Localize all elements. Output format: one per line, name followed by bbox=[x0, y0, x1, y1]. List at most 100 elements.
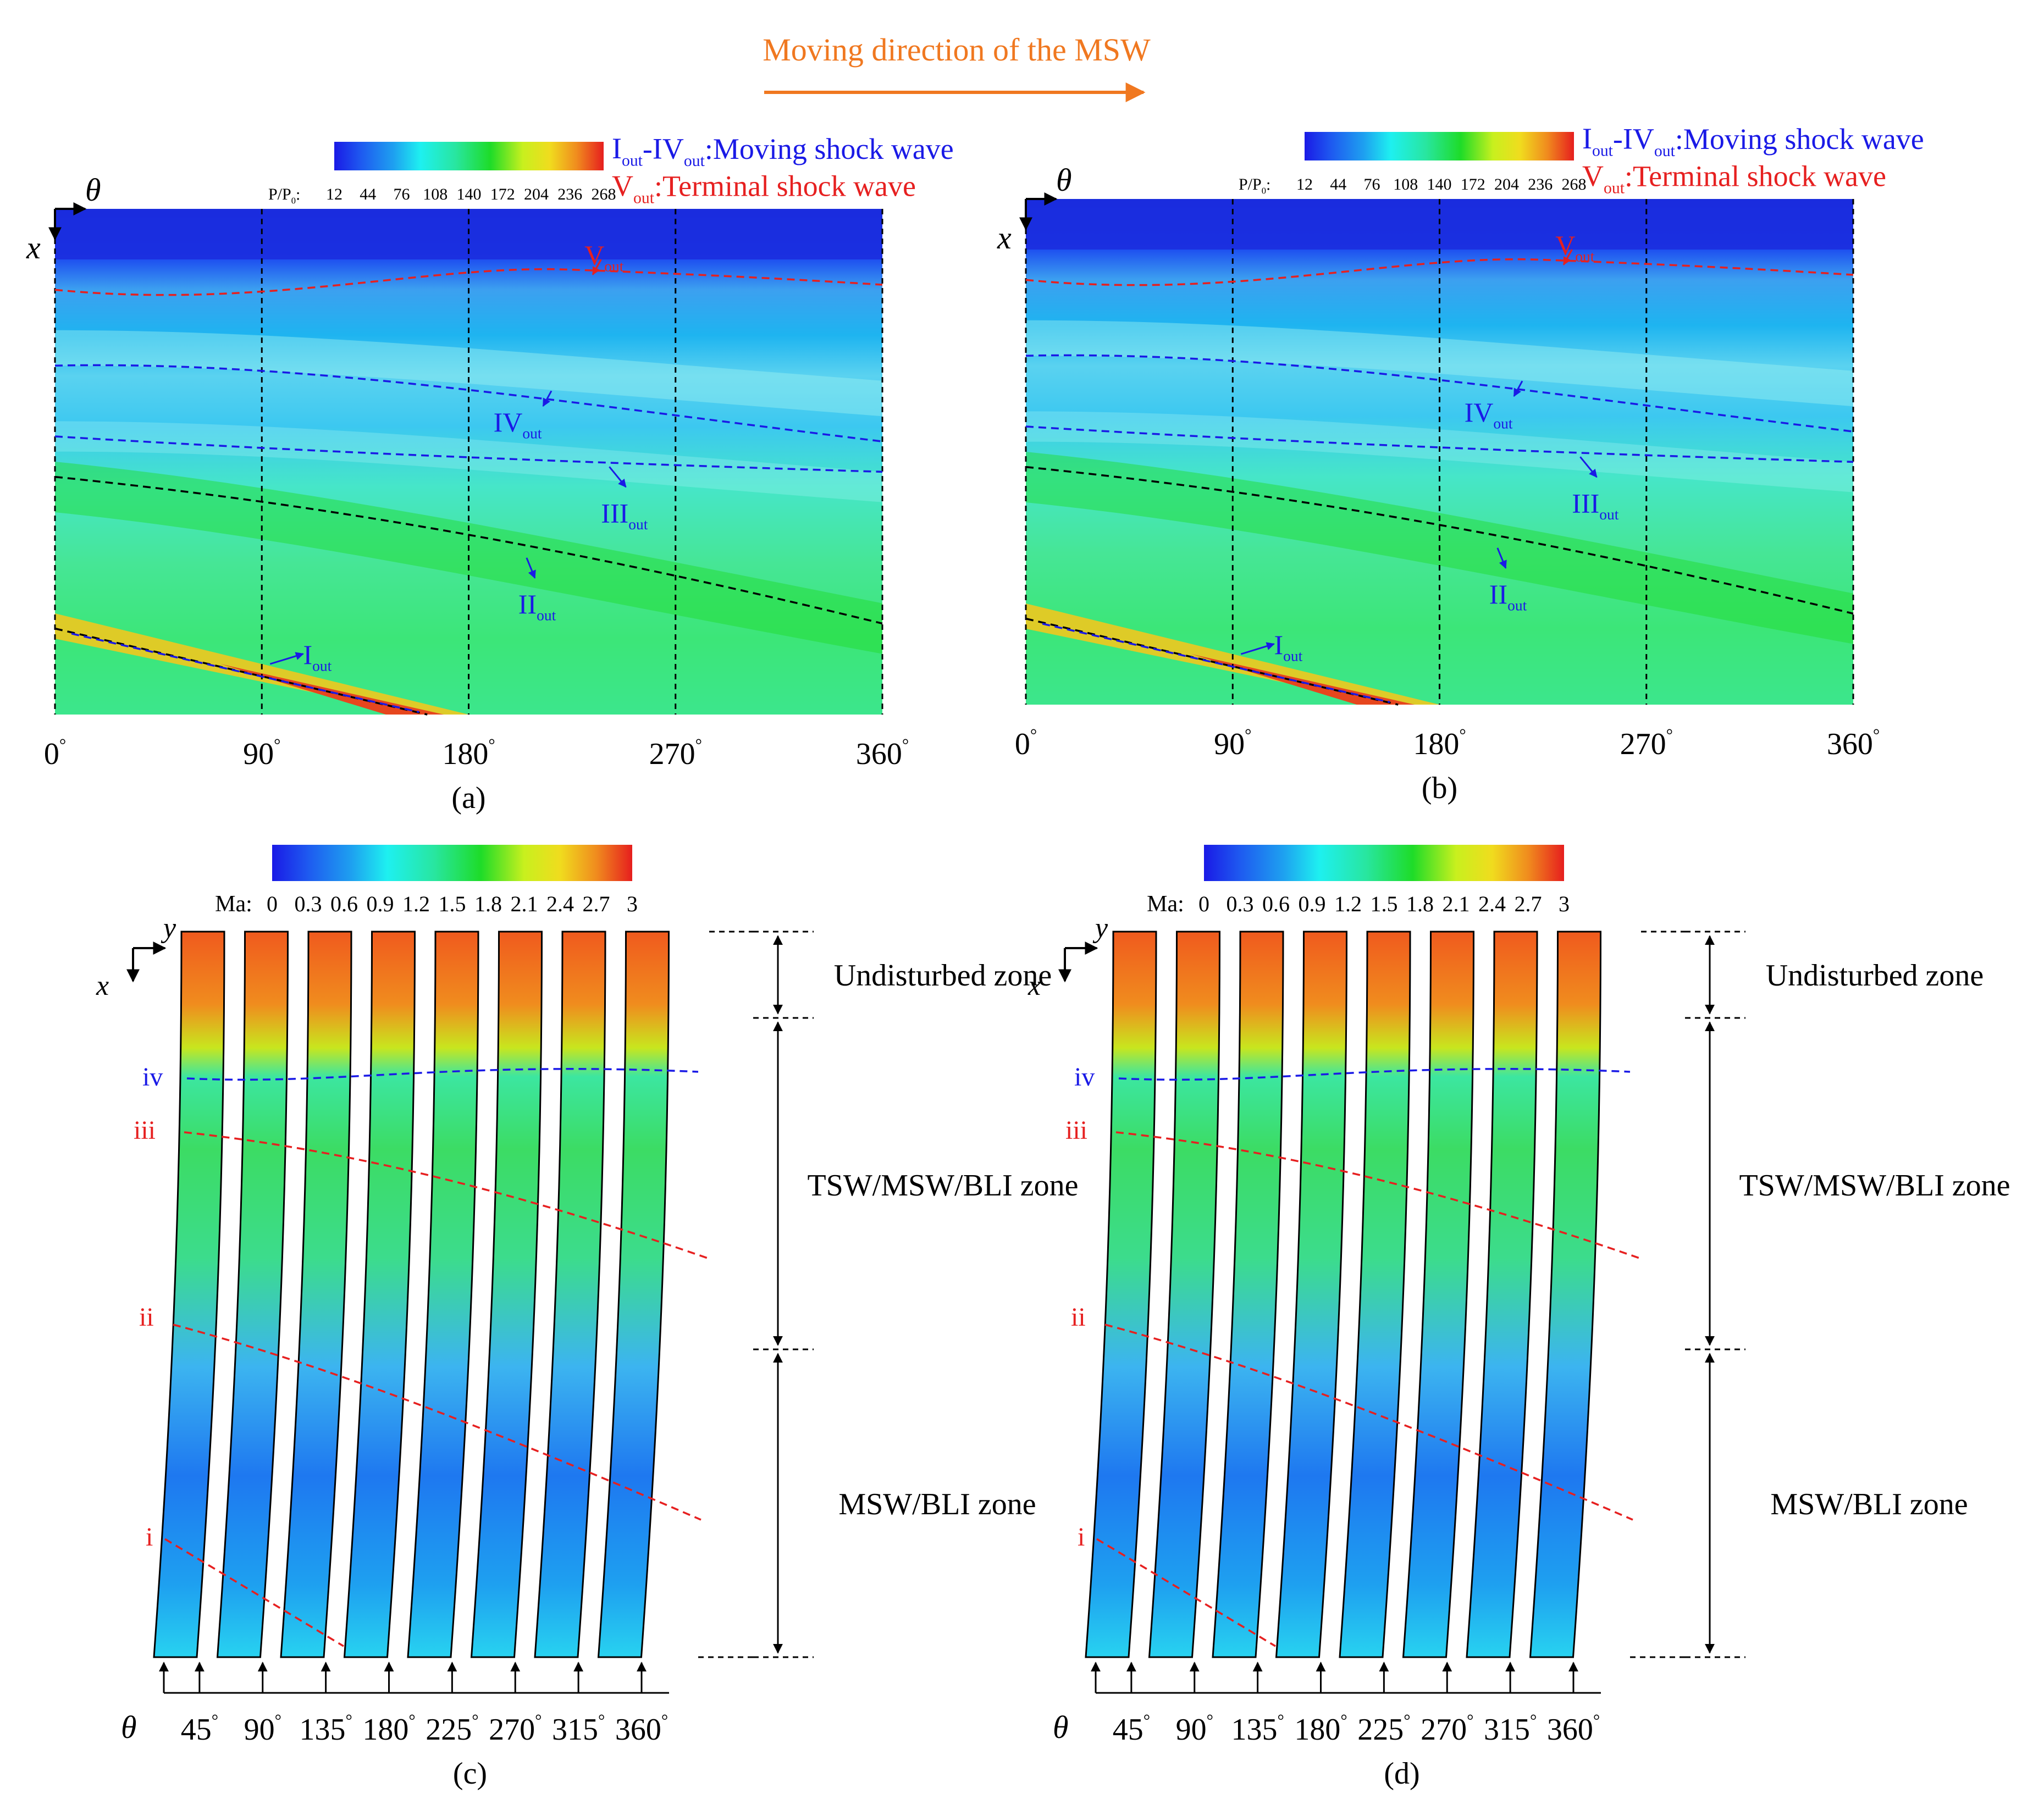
theta-tick: 270° bbox=[649, 735, 702, 771]
mach-colorbar-tick: 0.6 bbox=[330, 892, 358, 916]
zone-tsw-label: TSW/MSW/BLI zone bbox=[1739, 1169, 2010, 1203]
shock-II-line bbox=[54, 475, 883, 625]
mach-colorbar-tick: 0.3 bbox=[295, 892, 322, 916]
station-iv-line bbox=[1118, 1068, 1631, 1081]
mach-colorbar-tick: 0.3 bbox=[1227, 892, 1254, 916]
blade-passage bbox=[407, 931, 479, 1658]
x-axis-label: x bbox=[96, 970, 109, 1001]
shock-V-label: Vout bbox=[1555, 230, 1595, 265]
pressure-colorbar-tick: 204 bbox=[524, 185, 549, 203]
blade-passage bbox=[216, 931, 289, 1658]
station-i-line bbox=[1096, 1538, 1276, 1647]
mach-colorbar-tick: 0 bbox=[1198, 892, 1209, 916]
pressure-colorbar-tick: 140 bbox=[1427, 175, 1452, 193]
blade-theta-tick: 135° bbox=[1231, 1711, 1284, 1747]
shock-III-label: IIIout bbox=[601, 497, 648, 533]
shock-II-label: IIout bbox=[1489, 579, 1527, 614]
mach-colorbar-tick: 2.4 bbox=[546, 892, 574, 916]
shock-II-line bbox=[1025, 466, 1854, 615]
moving-direction-title: Moving direction of the MSW bbox=[763, 32, 1151, 68]
zone-msw-label: MSW/BLI zone bbox=[838, 1487, 1036, 1521]
mach-colorbar-tick: 2.1 bbox=[511, 892, 538, 916]
blade-passage bbox=[1339, 931, 1411, 1658]
mach-colorbar-tick: 3 bbox=[627, 892, 638, 916]
panel-label-c: (c) bbox=[453, 1757, 487, 1791]
blade-theta-tick: 180° bbox=[362, 1711, 415, 1747]
zone-undisturbed-label: Undisturbed zone bbox=[1766, 959, 1984, 993]
moving-shock-legend: Iout-IVout:Moving shock wave bbox=[612, 132, 954, 170]
mach-colorbar bbox=[1204, 845, 1564, 881]
pressure-colorbar-tick: 12 bbox=[1296, 175, 1313, 193]
shock-II-label: IIout bbox=[518, 589, 556, 624]
pressure-colorbar-tick: 76 bbox=[1364, 175, 1380, 193]
blade-theta-tick: 90° bbox=[244, 1711, 281, 1747]
mach-colorbar-tick: 2.7 bbox=[1515, 892, 1542, 916]
x-axis-label: x bbox=[997, 220, 1012, 256]
mach-colorbar-label: Ma: bbox=[1147, 892, 1184, 917]
blade-theta-tick: 135° bbox=[299, 1711, 352, 1747]
shock-IV-line bbox=[54, 364, 883, 442]
theta-tick: 0° bbox=[1015, 726, 1037, 761]
blade-theta-tick: 270° bbox=[1421, 1711, 1473, 1747]
station-label-iii: iii bbox=[134, 1116, 156, 1145]
station-iii-line bbox=[1115, 1131, 1642, 1260]
station-label-iv: iv bbox=[142, 1062, 163, 1092]
pressure-colorbar-tick: 76 bbox=[394, 185, 410, 203]
shock-III-label-arrow bbox=[1579, 456, 1598, 478]
shock-I-label-arrow bbox=[269, 652, 304, 665]
shock-II-label-arrow bbox=[1496, 547, 1507, 569]
blade-theta-tick: 315° bbox=[552, 1711, 605, 1747]
shock-I-label: Iout bbox=[303, 639, 332, 674]
pressure-colorbar-tick: 236 bbox=[1528, 175, 1553, 193]
pressure-colorbar-tick: 268 bbox=[592, 185, 616, 203]
blade-theta-tick: 225° bbox=[1357, 1711, 1410, 1747]
panel-label-b: (b) bbox=[1422, 771, 1457, 805]
theta-tick: 270° bbox=[1620, 726, 1673, 761]
blade-theta-tick: 360° bbox=[1547, 1711, 1600, 1747]
blade-passage bbox=[1402, 931, 1475, 1658]
blade-passage bbox=[1466, 931, 1538, 1658]
mach-colorbar bbox=[272, 845, 632, 881]
blade-passage bbox=[280, 931, 352, 1658]
pressure-colorbar-tick: 172 bbox=[490, 185, 515, 203]
pressure-colorbar-tick: 108 bbox=[423, 185, 448, 203]
station-label-i: i bbox=[146, 1522, 153, 1552]
shock-IV-label: IVout bbox=[1465, 397, 1513, 432]
mach-colorbar-tick: 0 bbox=[267, 892, 278, 916]
blade-theta-tick: 45° bbox=[1113, 1711, 1150, 1747]
blade-theta-tick: 90° bbox=[1176, 1711, 1213, 1747]
blade-passage bbox=[1275, 931, 1348, 1658]
shock-IV-label-arrow bbox=[542, 390, 553, 407]
shock-V-line bbox=[54, 268, 883, 296]
pressure-colorbar bbox=[334, 142, 604, 170]
mach-colorbar-tick: 0.6 bbox=[1262, 892, 1290, 916]
mach-colorbar-tick: 1.5 bbox=[439, 892, 466, 916]
pressure-colorbar-tick: 268 bbox=[1562, 175, 1587, 193]
shock-III-label: IIIout bbox=[1572, 488, 1618, 523]
shock-I-label: Iout bbox=[1274, 629, 1303, 665]
mach-colorbar-tick: 0.9 bbox=[367, 892, 394, 916]
station-label-iii: iii bbox=[1065, 1116, 1087, 1145]
station-iv-line bbox=[186, 1068, 699, 1081]
shock-V-line bbox=[1025, 258, 1854, 286]
mach-colorbar-tick: 1.8 bbox=[1406, 892, 1434, 916]
mach-colorbar-tick: 2.7 bbox=[583, 892, 610, 916]
shock-IV-line bbox=[1025, 354, 1854, 433]
pressure-panel-a: P/P0: 12 44 76 108 140 172 204 236 268 Iout-IVout:… bbox=[26, 132, 954, 815]
theta-tick: 180° bbox=[1413, 726, 1466, 761]
blade-passage bbox=[597, 931, 670, 1658]
shock-V-label-arrow bbox=[592, 259, 602, 275]
station-ii-line bbox=[1104, 1324, 1633, 1521]
pressure-colorbar-tick: 44 bbox=[1330, 175, 1346, 193]
shock-I-line bbox=[1025, 617, 1399, 706]
pressure-colorbar-tick: 140 bbox=[457, 185, 482, 203]
shock-I-line-blue bbox=[71, 633, 419, 713]
zone-msw-label: MSW/BLI zone bbox=[1770, 1487, 1968, 1521]
theta-tick: 90° bbox=[1214, 726, 1251, 761]
pressure-colorbar-tick: 12 bbox=[326, 185, 342, 203]
shock-III-label-arrow bbox=[609, 466, 627, 488]
shock-III-line bbox=[1025, 425, 1854, 463]
blade-passage bbox=[1085, 931, 1157, 1658]
blade-passage bbox=[1529, 931, 1602, 1658]
